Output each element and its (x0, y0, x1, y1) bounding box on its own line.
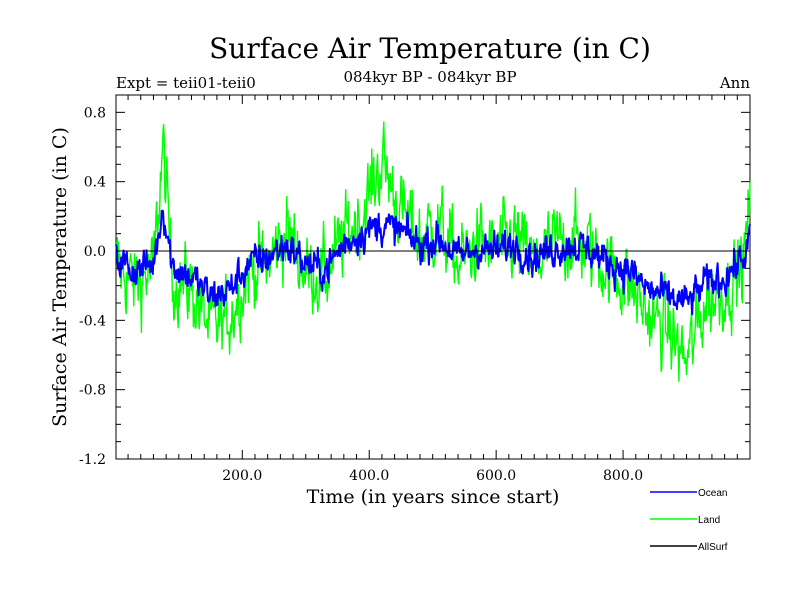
legend-label-ocean: Ocean (698, 488, 727, 499)
x-tick-label: 800.0 (603, 468, 643, 484)
y-axis-label: Surface Air Temperature (in C) (49, 127, 71, 427)
x-axis-label: Time (in years since start) (307, 486, 560, 508)
y-tick-label: 0.0 (84, 244, 106, 260)
plot-frame (115, 94, 751, 460)
legend-label-allsurf: AllSurf (698, 542, 728, 553)
y-tick-label: -1.2 (79, 452, 106, 468)
y-tick-label: 0.4 (84, 175, 106, 191)
y-tick-label: -0.4 (79, 313, 106, 329)
chart-title: Surface Air Temperature (in C) (209, 32, 651, 65)
y-tick-label: 0.8 (84, 105, 106, 121)
series-group (115, 121, 751, 382)
legend-label-land: Land (698, 515, 720, 526)
y-tick-label: -0.8 (79, 383, 106, 399)
x-tick-label: 200.0 (222, 468, 262, 484)
series-line-ocean (115, 209, 751, 316)
experiment-label: Expt = teii01-teii0 (116, 74, 256, 92)
axes-group: 200.0 400.0 600.0 800.0 0.8 0.4 0.0 -0.4 -0.8 -1.… (79, 94, 750, 484)
legend: Ocean Land AllSurf (650, 488, 728, 553)
chart-subtitle: 084kyr BP - 084kyr BP (343, 68, 516, 86)
x-tick-label: 400.0 (349, 468, 389, 484)
season-label: Ann (719, 74, 750, 92)
x-tick-label: 600.0 (476, 468, 516, 484)
